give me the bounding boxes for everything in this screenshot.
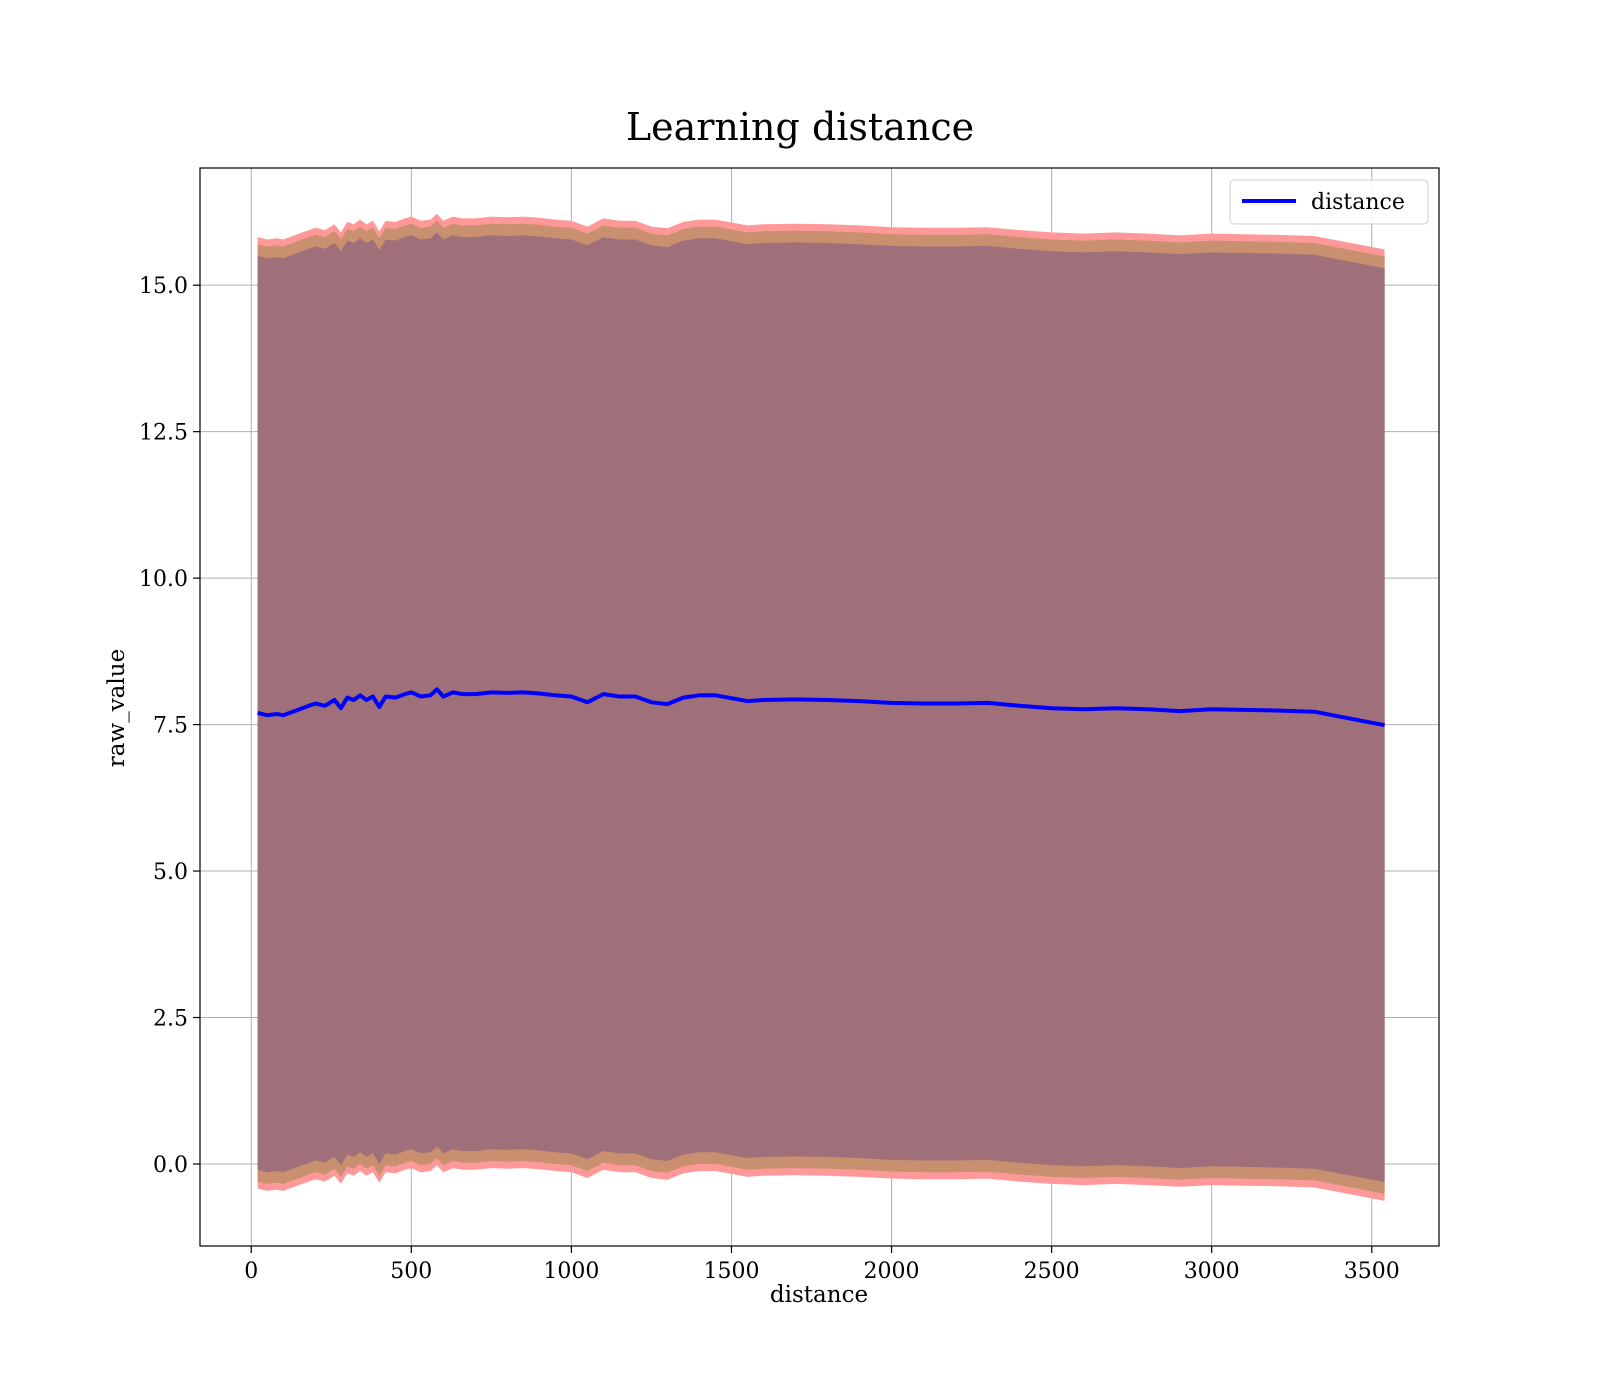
legend: distance [1229,179,1429,225]
plot-frame [199,167,1440,1247]
distance-series-line [257,687,1385,728]
x-tick-label: 1500 [703,1259,759,1284]
y-tick-label: 0.0 [153,1153,188,1178]
x-tick-label: 0 [244,1259,258,1284]
x-axis-ticks: 0 500 1000 1500 2000 2500 3000 3500 [244,1246,1400,1284]
chart-title: Learning distance [626,105,974,149]
x-tick-label: 500 [390,1259,432,1284]
y-tick-label: 2.5 [153,1007,188,1032]
y-axis-label: raw_value [104,649,130,767]
x-tick-label: 2000 [864,1259,920,1284]
y-tick-label: 10.0 [139,567,188,592]
band-inner [257,232,1385,1183]
legend-label: distance [1311,190,1405,215]
y-tick-label: 15.0 [139,274,188,299]
x-tick-label: 2500 [1024,1259,1080,1284]
x-axis-label: distance [770,1282,868,1308]
x-tick-label: 1000 [543,1259,599,1284]
y-tick-label: 5.0 [153,860,188,885]
line-layer [257,687,1385,728]
y-tick-label: 7.5 [153,714,188,739]
band-layer [257,213,1385,1201]
y-tick-label: 12.5 [139,421,188,446]
x-tick-label: 3500 [1344,1259,1400,1284]
legend-box [1229,179,1429,225]
x-tick-label: 3000 [1184,1259,1240,1284]
y-axis-ticks: 0.0 2.5 5.0 7.5 10.0 12.5 15.0 [139,274,200,1178]
